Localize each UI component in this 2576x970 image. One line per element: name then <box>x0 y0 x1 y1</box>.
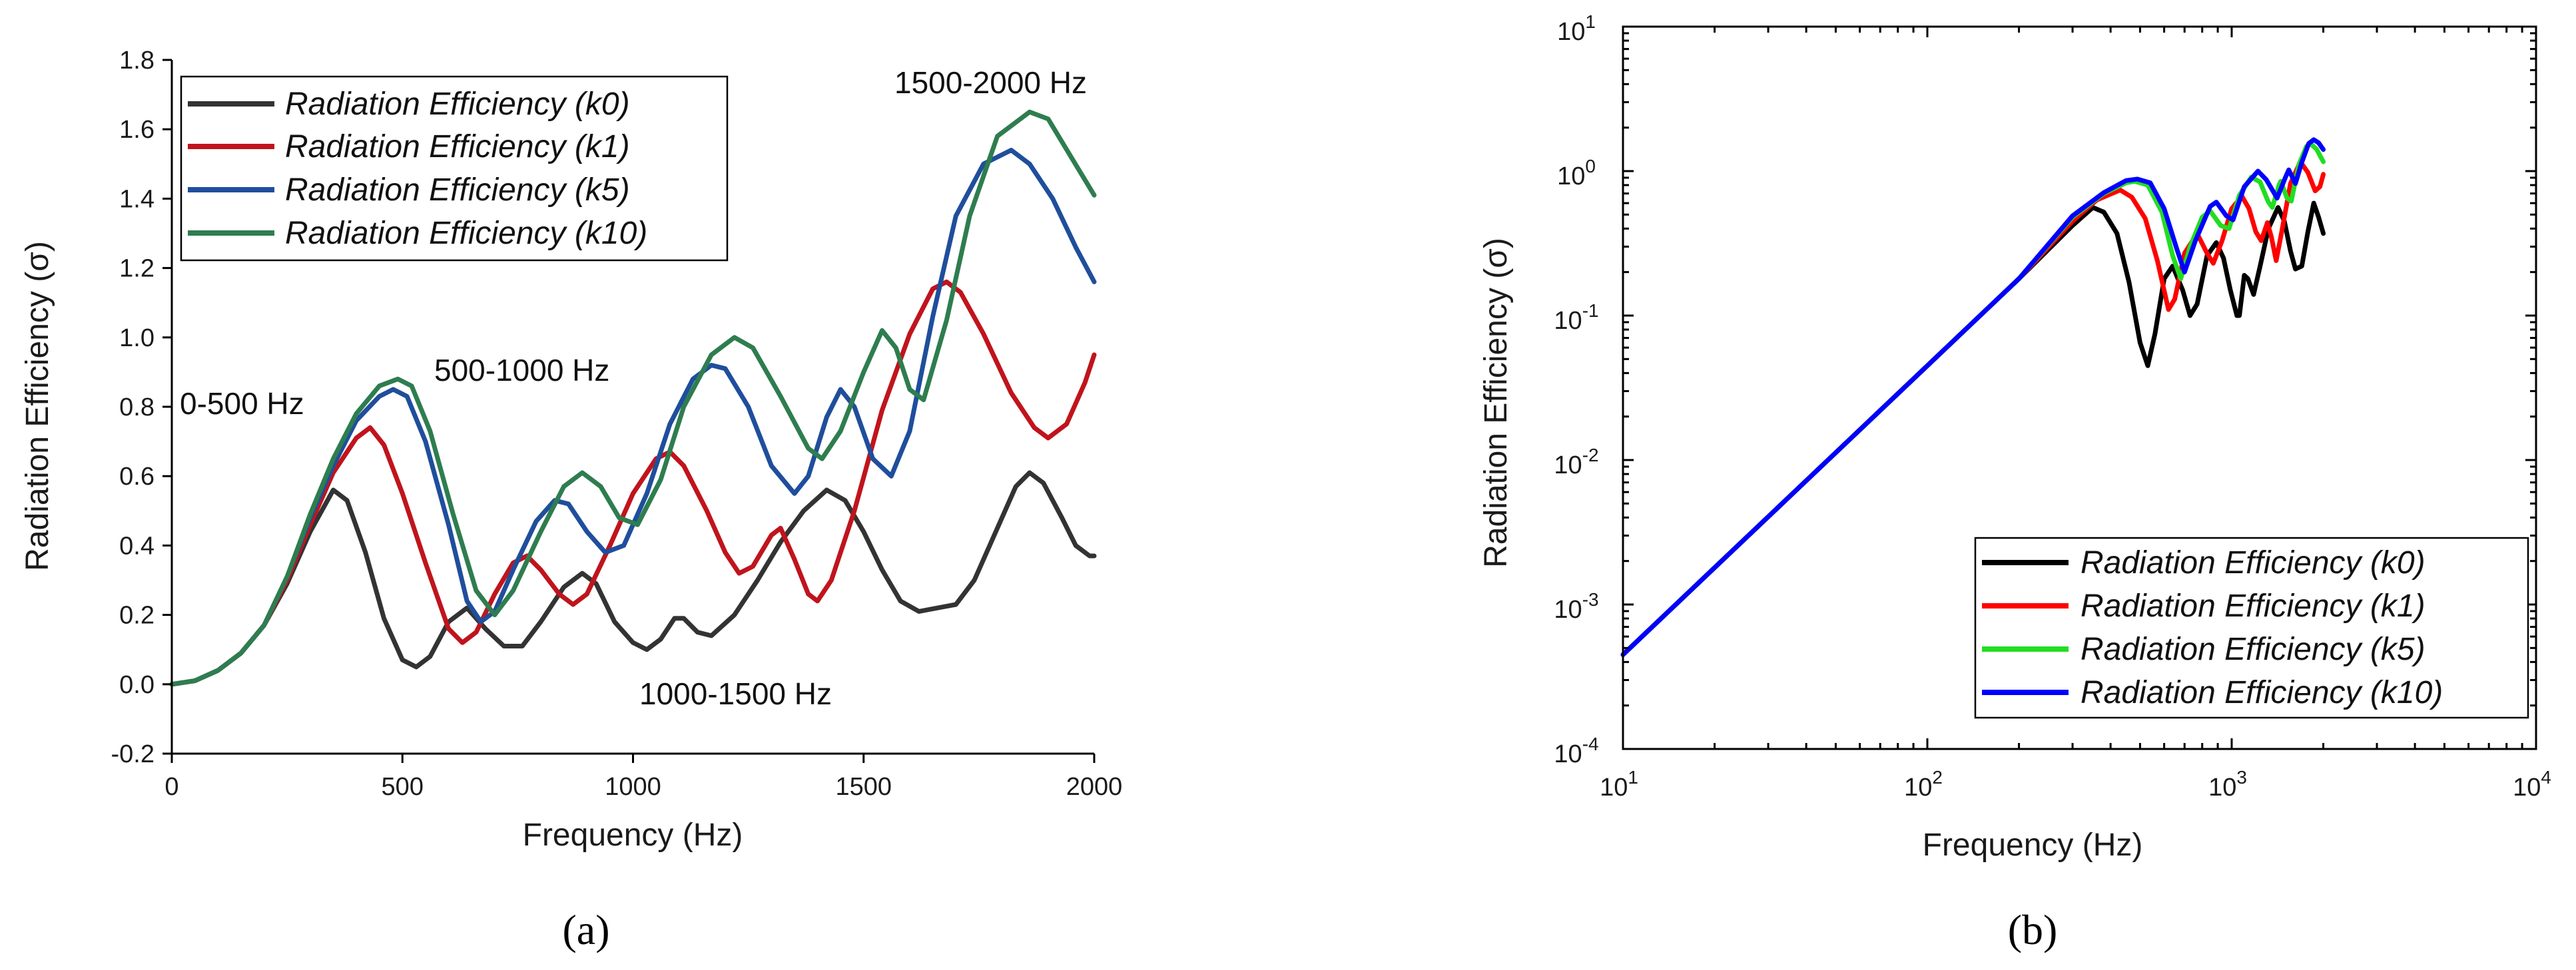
chart-a-legend-label-k10: Radiation Efficiency (k10) <box>285 216 647 251</box>
chart-a-annotation-0-500: 0-500 Hz <box>180 386 304 421</box>
chart-b-x-tick-base: 10 <box>2513 774 2541 802</box>
chart-b-y-tick-exponent: -1 <box>1582 300 1599 321</box>
chart-a-x-tick-label: 500 <box>382 773 424 801</box>
chart-a-y-tick-label: 1.6 <box>119 116 155 144</box>
chart-a-y-axis-label: Radiation Efficiency (σ) <box>20 241 55 571</box>
chart-b-y-tick-base: 10 <box>1557 162 1585 190</box>
chart-b-x-ticks: 101 102 103 104 <box>1600 27 2551 802</box>
chart-b-x-tick-label: 104 <box>2513 767 2551 802</box>
chart-b-y-tick-label: 10-4 <box>1554 734 1598 768</box>
chart-a-legend-box <box>180 75 729 262</box>
chart-b-x-tick-base: 10 <box>2208 774 2236 802</box>
chart-b-x-axis-label: Frequency (Hz) <box>1923 828 2143 863</box>
chart-a-x-ticks: 0 500 1000 1500 2000 <box>164 754 1122 801</box>
chart-a-y-tick-label: 0.0 <box>119 671 155 699</box>
chart-b-x-tick-label: 102 <box>1904 767 1943 802</box>
chart-a-legend-label-k0: Radiation Efficiency (k0) <box>285 87 630 122</box>
chart-a-y-tick-label: 1.2 <box>119 255 155 283</box>
chart-b-series-line-1 <box>1620 159 2326 657</box>
chart-b-y-tick-exponent: 0 <box>1585 156 1596 176</box>
chart-b-legend-label-k0: Radiation Efficiency (k0) <box>2081 545 2425 581</box>
chart-b-y-tick-exponent: -4 <box>1582 734 1599 754</box>
chart-a-y-tick-label: 1.8 <box>119 47 155 75</box>
chart-b-x-tick-base: 10 <box>1904 774 1932 802</box>
chart-a-y-tick-label: 0.4 <box>119 532 155 560</box>
chart-b-y-tick-label: 10-3 <box>1554 589 1598 624</box>
chart-b-y-tick-base: 10 <box>1554 596 1582 624</box>
chart-a-panel-label: (a) <box>562 906 609 953</box>
chart-a-x-tick-label: 1000 <box>605 773 661 801</box>
chart-b-y-tick-exponent: 1 <box>1585 11 1596 32</box>
chart-a-y-tick-label: 1.0 <box>119 324 155 352</box>
chart-b-y-tick-label: 101 <box>1557 11 1596 46</box>
chart-b-legend: Radiation Efficiency (k0) Radiation Effi… <box>1974 537 2529 719</box>
chart-b-x-tick-label: 103 <box>2208 767 2247 802</box>
chart-b-x-tick-exponent: 3 <box>2236 767 2247 788</box>
chart-a-y-tick-label: 0.2 <box>119 602 155 630</box>
chart-a-y-ticks: -0.2 0.0 0.2 0.4 0.6 0.8 1.0 1.2 1.4 1.6 1.8 <box>111 47 172 768</box>
chart-a-series-line-1 <box>169 279 1097 687</box>
chart-b-x-tick-base: 10 <box>1600 774 1628 802</box>
chart-a-x-tick-label: 2000 <box>1066 773 1123 801</box>
chart-a-annotation-1000-1500: 1000-1500 Hz <box>639 676 832 711</box>
chart-b-x-tick-exponent: 1 <box>1628 767 1638 788</box>
chart-a-legend-label-k1: Radiation Efficiency (k1) <box>285 129 630 164</box>
chart-a-annotation-500-1000: 500-1000 Hz <box>434 353 609 387</box>
chart-a-series-layer <box>169 109 1097 687</box>
chart-a-series-line-0 <box>169 470 1097 687</box>
chart-a-y-tick-label: 0.8 <box>119 393 155 421</box>
chart-b-x-tick-exponent: 4 <box>2541 767 2551 788</box>
chart-b-panel-label: (b) <box>2008 906 2058 953</box>
chart-a-y-tick-label: 0.6 <box>119 463 155 491</box>
chart-b-y-tick-exponent: -3 <box>1582 589 1599 610</box>
chart-a-x-axis-label: Frequency (Hz) <box>523 818 743 853</box>
chart-b-legend-label-k5: Radiation Efficiency (k5) <box>2081 632 2425 667</box>
chart-a-x-tick-label: 1500 <box>835 773 892 801</box>
chart-b-y-axis-label: Radiation Efficiency (σ) <box>1478 238 1514 568</box>
chart-b-y-tick-label: 100 <box>1557 156 1596 190</box>
chart-b-y-tick-label: 10-2 <box>1554 445 1598 479</box>
chart-b-y-tick-base: 10 <box>1554 307 1582 335</box>
chart-b-series-layer <box>1620 137 2326 657</box>
chart-b-legend-box <box>1974 537 2529 719</box>
chart-b-y-tick-base: 10 <box>1554 451 1582 479</box>
chart-b-y-tick-label: 10-1 <box>1554 300 1598 335</box>
chart-b-plot-frame <box>1622 25 2537 750</box>
chart-a-y-tick-label: -0.2 <box>111 740 155 768</box>
chart-b-x-tick-label: 101 <box>1600 767 1638 802</box>
chart-b-x-tick-exponent: 2 <box>1932 767 1943 788</box>
chart-a-legend-label-k5: Radiation Efficiency (k5) <box>285 172 630 208</box>
chart-b-legend-label-k10: Radiation Efficiency (k10) <box>2081 675 2443 710</box>
chart-b-y-tick-exponent: -2 <box>1582 445 1599 465</box>
chart-a: 0 500 1000 1500 2000 -0.2 0.0 0.2 0.4 0.6 0.8 1.0 1… <box>20 47 1122 953</box>
chart-b-series-line-3 <box>1620 137 2326 657</box>
chart-a-x-tick-label: 0 <box>164 773 178 801</box>
chart-b-y-tick-base: 10 <box>1557 18 1585 46</box>
chart-a-legend: Radiation Efficiency (k0) Radiation Effi… <box>180 75 729 262</box>
chart-b-y-tick-base: 10 <box>1554 740 1582 768</box>
chart-a-y-tick-label: 1.4 <box>119 185 155 213</box>
chart-a-annotation-1500-2000: 1500-2000 Hz <box>894 65 1087 100</box>
chart-a-series-line-3 <box>169 109 1097 687</box>
chart-b-legend-label-k1: Radiation Efficiency (k1) <box>2081 589 2425 624</box>
